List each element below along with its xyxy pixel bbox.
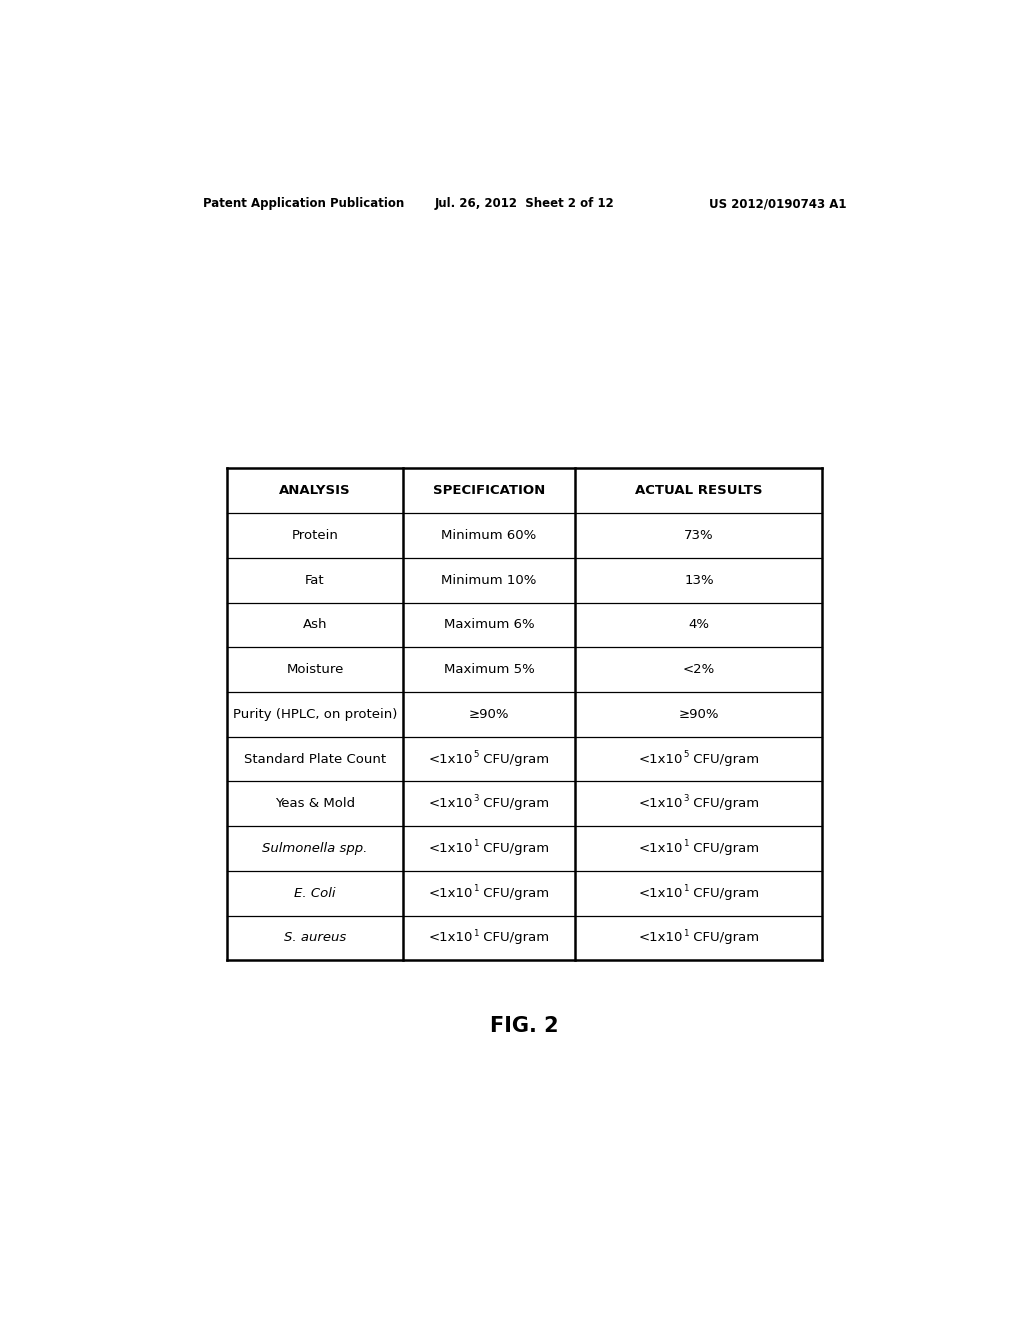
Text: E. Coli: E. Coli [294, 887, 336, 900]
Text: 1: 1 [683, 840, 689, 847]
Text: Protein: Protein [292, 529, 338, 543]
Text: CFU/gram: CFU/gram [479, 752, 549, 766]
Text: Ash: Ash [303, 619, 328, 631]
Text: CFU/gram: CFU/gram [689, 932, 759, 945]
Text: <1x10: <1x10 [639, 752, 683, 766]
Text: CFU/gram: CFU/gram [479, 797, 549, 810]
Text: ≥90%: ≥90% [469, 708, 509, 721]
Text: Yeas & Mold: Yeas & Mold [274, 797, 355, 810]
Text: 4%: 4% [688, 619, 710, 631]
Text: <1x10: <1x10 [429, 842, 473, 855]
Text: Minimum 10%: Minimum 10% [441, 574, 537, 586]
Text: <1x10: <1x10 [639, 887, 683, 900]
Text: CFU/gram: CFU/gram [689, 842, 759, 855]
Text: 1: 1 [473, 840, 479, 847]
Text: 13%: 13% [684, 574, 714, 586]
Text: Standard Plate Count: Standard Plate Count [244, 752, 386, 766]
Text: FIG. 2: FIG. 2 [490, 1016, 559, 1036]
Text: CFU/gram: CFU/gram [479, 932, 549, 945]
Text: ≥90%: ≥90% [679, 708, 719, 721]
Text: Maximum 6%: Maximum 6% [443, 619, 535, 631]
Text: CFU/gram: CFU/gram [689, 752, 759, 766]
Text: <1x10: <1x10 [639, 932, 683, 945]
Text: CFU/gram: CFU/gram [689, 797, 759, 810]
Text: CFU/gram: CFU/gram [479, 887, 549, 900]
Text: Fat: Fat [305, 574, 325, 586]
Text: 5: 5 [683, 750, 689, 759]
Text: SPECIFICATION: SPECIFICATION [433, 484, 545, 498]
Text: Patent Application Publication: Patent Application Publication [204, 197, 404, 210]
Text: Moisture: Moisture [287, 663, 344, 676]
Text: Sulmonella spp.: Sulmonella spp. [262, 842, 368, 855]
Text: US 2012/0190743 A1: US 2012/0190743 A1 [709, 197, 846, 210]
Text: CFU/gram: CFU/gram [479, 842, 549, 855]
Text: <1x10: <1x10 [429, 797, 473, 810]
Text: 5: 5 [473, 750, 479, 759]
Text: 3: 3 [683, 795, 689, 804]
Text: CFU/gram: CFU/gram [689, 887, 759, 900]
Text: 1: 1 [473, 928, 479, 937]
Text: <1x10: <1x10 [429, 887, 473, 900]
Text: S. aureus: S. aureus [284, 932, 346, 945]
Text: <1x10: <1x10 [429, 932, 473, 945]
Text: Minimum 60%: Minimum 60% [441, 529, 537, 543]
Text: 3: 3 [473, 795, 479, 804]
Text: 1: 1 [683, 884, 689, 892]
Text: <1x10: <1x10 [429, 752, 473, 766]
Text: ACTUAL RESULTS: ACTUAL RESULTS [635, 484, 763, 498]
Text: <2%: <2% [683, 663, 715, 676]
Text: 73%: 73% [684, 529, 714, 543]
Text: 1: 1 [473, 884, 479, 892]
Text: 1: 1 [683, 928, 689, 937]
Text: ANALYSIS: ANALYSIS [280, 484, 351, 498]
Text: <1x10: <1x10 [639, 842, 683, 855]
Text: Purity (HPLC, on protein): Purity (HPLC, on protein) [232, 708, 397, 721]
Text: Jul. 26, 2012  Sheet 2 of 12: Jul. 26, 2012 Sheet 2 of 12 [435, 197, 614, 210]
Text: <1x10: <1x10 [639, 797, 683, 810]
Text: Maximum 5%: Maximum 5% [443, 663, 535, 676]
